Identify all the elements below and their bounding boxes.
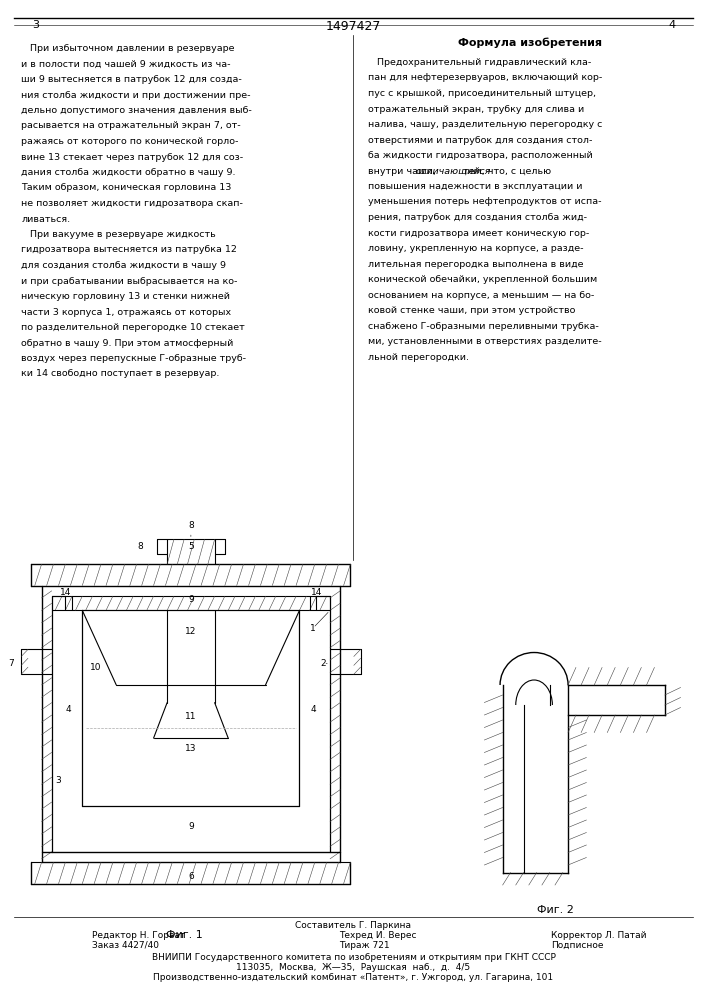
Text: 12: 12 — [185, 627, 197, 636]
Text: Составитель Г. Паркина: Составитель Г. Паркина — [296, 921, 411, 930]
Text: ки 14 свободно поступает в резервуар.: ки 14 свободно поступает в резервуар. — [21, 369, 220, 378]
Text: 5: 5 — [188, 542, 194, 551]
Text: обратно в чашу 9. При этом атмосферный: обратно в чашу 9. При этом атмосферный — [21, 338, 233, 348]
Text: отражательный экран, трубку для слива и: отражательный экран, трубку для слива и — [368, 104, 584, 113]
Text: тем, что, с целью: тем, что, с целью — [460, 167, 551, 176]
Text: повышения надежности в эксплуатации и: повышения надежности в эксплуатации и — [368, 182, 582, 191]
Text: отличающийся: отличающийся — [416, 167, 491, 176]
Text: 6: 6 — [188, 872, 194, 881]
Text: 4: 4 — [310, 705, 316, 714]
Text: Подписное: Подписное — [551, 941, 604, 950]
Text: кости гидрозатвора имеет коническую гор-: кости гидрозатвора имеет коническую гор- — [368, 229, 589, 237]
Text: по разделительной перегородке 10 стекает: по разделительной перегородке 10 стекает — [21, 323, 245, 332]
Text: 1497427: 1497427 — [326, 20, 381, 33]
Text: Редактор Н. Горват: Редактор Н. Горват — [92, 931, 185, 940]
Text: 3: 3 — [56, 776, 62, 785]
Text: дельно допустимого значения давления выб-: дельно допустимого значения давления выб… — [21, 106, 252, 115]
Text: ловину, укрепленную на корпусе, а разде-: ловину, укрепленную на корпусе, а разде- — [368, 244, 583, 253]
Text: Заказ 4427/40: Заказ 4427/40 — [92, 941, 159, 950]
Text: 13: 13 — [185, 744, 197, 753]
Text: части 3 корпуса 1, отражаясь от которых: части 3 корпуса 1, отражаясь от которых — [21, 308, 231, 317]
Text: ковой стенке чаши, при этом устройство: ковой стенке чаши, при этом устройство — [368, 306, 575, 315]
Text: внутри чаши,: внутри чаши, — [368, 167, 438, 176]
Text: 7: 7 — [8, 659, 14, 668]
Text: дания столба жидкости обратно в чашу 9.: дания столба жидкости обратно в чашу 9. — [21, 168, 235, 177]
Text: ражаясь от которого по конической горло-: ражаясь от которого по конической горло- — [21, 137, 238, 146]
Text: рения, патрубок для создания столба жид-: рения, патрубок для создания столба жид- — [368, 213, 587, 222]
Text: 113035,  Москва,  Ж—35,  Раушская  наб.,  д.  4/5: 113035, Москва, Ж—35, Раушская наб., д. … — [236, 963, 471, 972]
Text: лительная перегородка выполнена в виде: лительная перегородка выполнена в виде — [368, 260, 583, 269]
Text: 8: 8 — [137, 542, 143, 551]
Text: ши 9 вытесняется в патрубок 12 для созда-: ши 9 вытесняется в патрубок 12 для созда… — [21, 75, 242, 84]
Text: и при срабатывании выбрасывается на ко-: и при срабатывании выбрасывается на ко- — [21, 276, 238, 286]
Text: 8: 8 — [188, 521, 194, 530]
Text: Тираж 721: Тираж 721 — [339, 941, 390, 950]
Text: Корректор Л. Патай: Корректор Л. Патай — [551, 931, 647, 940]
Text: Техред И. Верес: Техред И. Верес — [339, 931, 417, 940]
Text: 11: 11 — [185, 712, 197, 721]
Text: При избыточном давлении в резервуаре: При избыточном давлении в резервуаре — [21, 44, 235, 53]
Text: 4: 4 — [668, 20, 675, 30]
Text: 9: 9 — [188, 822, 194, 831]
Text: пус с крышкой, присоединительный штуцер,: пус с крышкой, присоединительный штуцер, — [368, 89, 595, 98]
Text: для создания столба жидкости в чашу 9: для создания столба жидкости в чашу 9 — [21, 261, 226, 270]
Text: налива, чашу, разделительную перегородку с: налива, чашу, разделительную перегородку… — [368, 120, 602, 129]
Text: Таким образом, коническая горловина 13: Таким образом, коническая горловина 13 — [21, 184, 232, 192]
Text: воздух через перепускные Г-образные труб-: воздух через перепускные Г-образные труб… — [21, 354, 246, 363]
Text: ВНИИПИ Государственного комитета по изобретениям и открытиям при ГКНТ СССР: ВНИИПИ Государственного комитета по изоб… — [151, 953, 556, 962]
Text: 4: 4 — [66, 705, 71, 714]
Text: 9: 9 — [188, 595, 194, 604]
Text: ническую горловину 13 и стенки нижней: ническую горловину 13 и стенки нижней — [21, 292, 230, 301]
Text: ба жидкости гидрозатвора, расположенный: ба жидкости гидрозатвора, расположенный — [368, 151, 592, 160]
Text: конической обечайки, укрепленной большим: конической обечайки, укрепленной большим — [368, 275, 597, 284]
Text: Формула изобретения: Формула изобретения — [458, 38, 602, 48]
Text: 10: 10 — [90, 663, 102, 672]
Text: гидрозатвора вытесняется из патрубка 12: гидрозатвора вытесняется из патрубка 12 — [21, 245, 237, 254]
Text: и в полости под чашей 9 жидкость из ча-: и в полости под чашей 9 жидкость из ча- — [21, 60, 230, 68]
Text: вине 13 стекает через патрубок 12 для соз-: вине 13 стекает через патрубок 12 для со… — [21, 153, 243, 162]
Text: 14: 14 — [311, 588, 322, 597]
Text: 2: 2 — [320, 659, 326, 668]
Text: 3: 3 — [32, 20, 39, 30]
Text: льной перегородки.: льной перегородки. — [368, 353, 469, 361]
Text: отверстиями и патрубок для создания стол-: отверстиями и патрубок для создания стол… — [368, 136, 592, 145]
Text: ми, установленными в отверстиях разделите-: ми, установленными в отверстиях разделит… — [368, 337, 601, 346]
Text: основанием на корпусе, а меньшим — на бо-: основанием на корпусе, а меньшим — на бо… — [368, 290, 594, 300]
Text: 14: 14 — [59, 588, 71, 597]
Text: ния столба жидкости и при достижении пре-: ния столба жидкости и при достижении пре… — [21, 91, 251, 100]
Text: снабжено Г-образными переливными трубка-: снабжено Г-образными переливными трубка- — [368, 322, 598, 331]
Text: Предохранительный гидравлический кла-: Предохранительный гидравлический кла- — [368, 58, 591, 67]
Text: расывается на отражательный экран 7, от-: расывается на отражательный экран 7, от- — [21, 121, 241, 130]
Text: Производственно-издательский комбинат «Патент», г. Ужгород, ул. Гагарина, 101: Производственно-издательский комбинат «П… — [153, 973, 554, 982]
Text: ливаться.: ливаться. — [21, 215, 70, 224]
Text: уменьшения потерь нефтепродуктов от испа-: уменьшения потерь нефтепродуктов от испа… — [368, 198, 601, 207]
Text: 1: 1 — [310, 624, 316, 633]
Text: При вакууме в резервуаре жидкость: При вакууме в резервуаре жидкость — [21, 230, 216, 239]
Text: не позволяет жидкости гидрозатвора скап-: не позволяет жидкости гидрозатвора скап- — [21, 199, 243, 208]
Text: пан для нефтерезервуаров, включающий кор-: пан для нефтерезервуаров, включающий кор… — [368, 74, 602, 83]
Text: Фиг. 2: Фиг. 2 — [537, 905, 573, 915]
Text: Фиг. 1: Фиг. 1 — [165, 930, 202, 940]
